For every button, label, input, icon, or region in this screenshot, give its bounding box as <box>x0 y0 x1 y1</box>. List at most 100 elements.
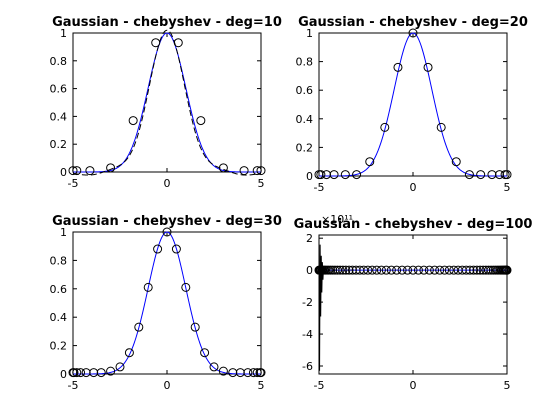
approximation-spike-line <box>318 244 327 371</box>
node-marker <box>481 265 491 275</box>
subplot-2: Gaussian - chebyshev - deg=20-5 0 500.20.4… <box>296 15 528 194</box>
node-marker <box>365 157 375 167</box>
node-marker <box>363 265 373 275</box>
node-marker <box>128 116 138 126</box>
node-marker <box>256 368 266 378</box>
node-marker <box>444 265 454 275</box>
y-tick-label: 0 <box>60 368 67 381</box>
node-marker <box>372 265 382 275</box>
node-marker <box>386 265 396 275</box>
subplot-title: Gaussian - chebyshev - deg=30 <box>52 214 282 229</box>
subplot-1: Gaussian - chebyshev - deg=10-5 0 500.20.4… <box>50 15 282 190</box>
node-marker <box>451 157 461 167</box>
x-tick-label: -5 <box>314 379 325 392</box>
y-tick-label: 0.2 <box>50 340 68 353</box>
node-marker <box>243 368 253 378</box>
y-tick-label: 1 <box>60 226 67 239</box>
node-marker <box>376 265 386 275</box>
node-marker <box>72 166 82 176</box>
y-tick-label: 2 <box>306 232 313 245</box>
x-tick-label: 0 <box>164 177 171 190</box>
x-tick-label: 5 <box>258 177 265 190</box>
x-tick-label: 5 <box>504 379 511 392</box>
node-marker <box>341 265 351 275</box>
node-marker <box>68 166 78 176</box>
node-marker <box>151 38 161 48</box>
node-marker <box>153 244 163 254</box>
node-marker <box>484 265 494 275</box>
node-marker <box>413 265 423 275</box>
node-marker <box>392 265 402 275</box>
y-tick-label: -6 <box>302 360 313 373</box>
node-marker <box>171 244 181 254</box>
node-marker <box>436 122 446 132</box>
y-tick-label: 1 <box>306 27 313 40</box>
node-marker <box>502 265 512 275</box>
y-tick-label: 1 <box>60 27 67 40</box>
node-marker <box>76 368 86 378</box>
node-marker <box>440 265 450 275</box>
node-marker <box>430 265 440 275</box>
node-marker <box>435 265 445 275</box>
x-tick-label: 5 <box>258 379 265 392</box>
node-marker <box>352 170 362 180</box>
y-tick-label: 0.4 <box>50 110 68 123</box>
node-marker <box>173 38 183 48</box>
x-tick-label: 0 <box>410 379 417 392</box>
y-tick-label: 0.2 <box>296 141 314 154</box>
subplot-3: Gaussian - chebyshev - deg=30-5 0 500.20.4… <box>50 214 282 392</box>
node-marker <box>196 116 206 126</box>
node-marker <box>329 170 339 180</box>
node-marker <box>190 322 200 332</box>
node-marker <box>397 265 407 275</box>
exact-function-line <box>73 231 261 375</box>
subplot-4: Gaussian - chebyshev - deg=100 -5 0 5 -6 -4 -2… <box>294 213 533 392</box>
node-marker <box>218 163 228 173</box>
node-marker <box>476 170 486 180</box>
node-marker <box>200 348 210 358</box>
node-marker <box>424 265 434 275</box>
y-tick-label: 0 <box>306 264 313 277</box>
node-marker <box>380 122 390 132</box>
node-marker <box>393 62 403 72</box>
node-marker <box>344 265 354 275</box>
node-marker <box>69 368 79 378</box>
node-marker <box>256 166 266 176</box>
axes-frame <box>72 231 262 375</box>
x-tick-label: -5 <box>314 181 325 194</box>
x-tick-label: -5 <box>68 177 79 190</box>
node-marker <box>143 282 153 292</box>
node-marker <box>89 368 99 378</box>
node-marker <box>85 166 95 176</box>
node-marker <box>124 348 134 358</box>
node-marker <box>419 265 429 275</box>
node-marker <box>134 322 144 332</box>
x-tick-label: 0 <box>410 181 417 194</box>
x-tick-label: 5 <box>504 181 511 194</box>
node-marker <box>487 170 497 180</box>
y-tick-label: 0.8 <box>50 254 68 267</box>
node-marker <box>347 265 357 275</box>
node-marker <box>461 265 471 275</box>
y-exponent-label: ×10¹¹ <box>321 213 353 226</box>
y-tick-label: 0 <box>60 166 67 179</box>
y-tick-label: 0.4 <box>50 311 68 324</box>
exact-function-line <box>73 32 261 173</box>
subplot-title: Gaussian - chebyshev - deg=10 <box>52 15 282 30</box>
node-marker <box>464 170 474 180</box>
y-tick-label: -2 <box>302 296 313 309</box>
node-marker <box>381 265 391 275</box>
x-tick-label: 0 <box>164 379 171 392</box>
node-marker <box>423 62 433 72</box>
y-tick-label: 0.6 <box>50 283 68 296</box>
node-marker <box>465 265 475 275</box>
node-marker <box>81 368 91 378</box>
node-marker <box>472 265 482 275</box>
y-tick-label: 0.6 <box>50 83 68 96</box>
node-marker <box>181 282 191 292</box>
node-marker <box>252 166 262 176</box>
y-tick-label: 0.6 <box>296 84 314 97</box>
node-marker <box>228 368 238 378</box>
node-marker <box>115 362 125 372</box>
node-marker <box>502 170 512 180</box>
